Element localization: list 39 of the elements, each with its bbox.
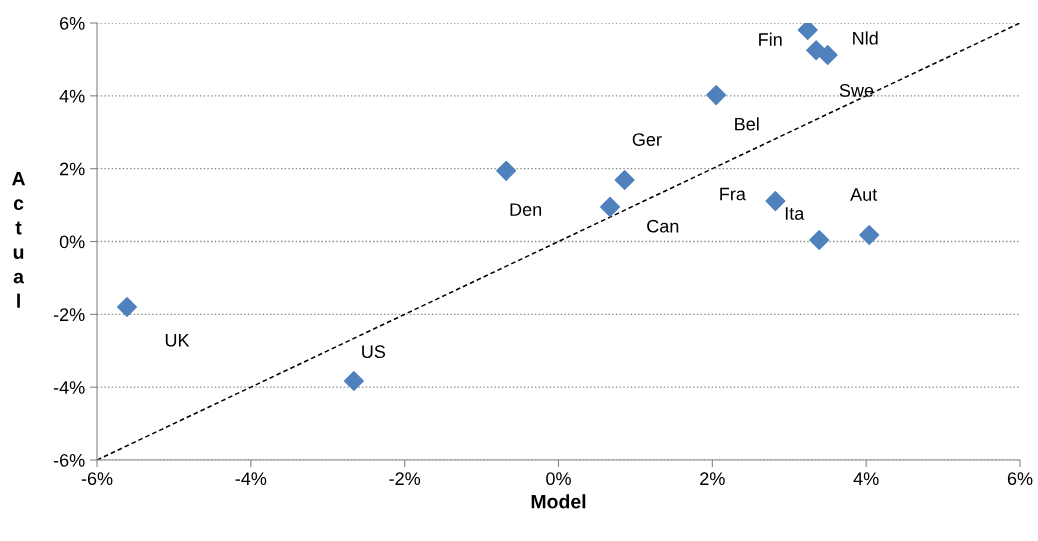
x-tick-label: 2% [700, 472, 725, 485]
y-tick-label: 4% [59, 89, 85, 103]
x-tick-label: 6% [1007, 472, 1033, 486]
point [614, 169, 635, 190]
annotation: Ita [785, 207, 805, 220]
annotation: Aut [850, 188, 878, 201]
annotation: Can [647, 219, 679, 233]
point [496, 160, 517, 181]
point [600, 196, 621, 217]
annotation: Ger [632, 133, 662, 146]
y-tick-label: -6% [53, 453, 85, 467]
y-tick-label: 2% [60, 162, 85, 176]
annotation: Fra [720, 187, 746, 201]
annotation: Den [510, 203, 542, 216]
annotation: UK [165, 334, 190, 347]
y-tick-label: 6% [60, 16, 85, 30]
y-tick-label: 0% [59, 235, 85, 249]
point [116, 297, 138, 318]
point [817, 45, 838, 66]
y-axis-title: Actual [12, 171, 26, 308]
y-tick-label: -4% [53, 381, 85, 394]
point [797, 23, 818, 40]
x-tick-label: -6% [81, 472, 113, 486]
x-tick-label: 4% [853, 472, 879, 485]
point [809, 230, 830, 251]
point [706, 85, 727, 106]
annotation: Nld [853, 31, 878, 45]
point [859, 224, 880, 245]
annotation: Swe [839, 84, 874, 97]
x-axis-title: Model [531, 494, 586, 509]
annotation: Bel [735, 117, 759, 131]
annotation: US [362, 345, 386, 359]
y-tick-label: -2% [53, 308, 85, 321]
point [765, 191, 786, 212]
point [343, 370, 364, 391]
x-tick-label: 0% [546, 472, 571, 486]
x-tick-label: -2% [389, 472, 421, 485]
x-tick-label: -4% [235, 472, 267, 485]
annotation: Fin [759, 32, 782, 46]
